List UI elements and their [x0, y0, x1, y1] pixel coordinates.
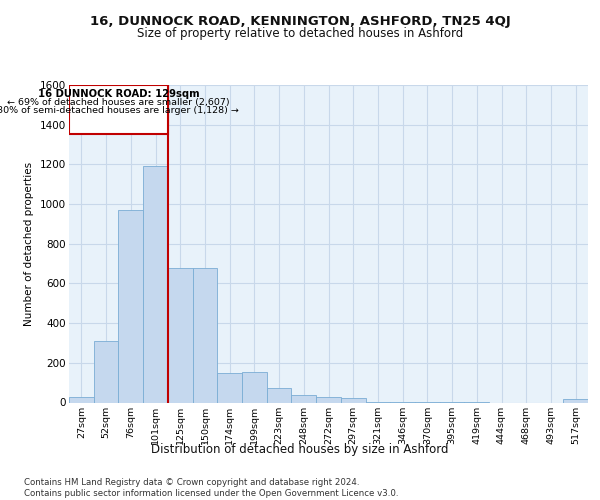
Bar [242, 372, 267, 402]
Bar [217, 372, 242, 402]
Bar [316, 396, 341, 402]
Bar [563, 398, 588, 402]
Text: Distribution of detached houses by size in Ashford: Distribution of detached houses by size … [151, 442, 449, 456]
Bar [118, 210, 143, 402]
Bar [267, 388, 292, 402]
Bar [94, 341, 118, 402]
Text: 16, DUNNOCK ROAD, KENNINGTON, ASHFORD, TN25 4QJ: 16, DUNNOCK ROAD, KENNINGTON, ASHFORD, T… [89, 15, 511, 28]
Text: 30% of semi-detached houses are larger (1,128) →: 30% of semi-detached houses are larger (… [0, 106, 239, 115]
Bar [168, 268, 193, 402]
Bar [193, 268, 217, 402]
Bar [143, 166, 168, 402]
Text: 16 DUNNOCK ROAD: 129sqm: 16 DUNNOCK ROAD: 129sqm [38, 88, 199, 99]
Bar [69, 396, 94, 402]
Text: Size of property relative to detached houses in Ashford: Size of property relative to detached ho… [137, 28, 463, 40]
Text: Contains HM Land Registry data © Crown copyright and database right 2024.
Contai: Contains HM Land Registry data © Crown c… [24, 478, 398, 498]
FancyBboxPatch shape [69, 85, 168, 134]
Y-axis label: Number of detached properties: Number of detached properties [25, 162, 34, 326]
Bar [341, 398, 365, 402]
Bar [292, 394, 316, 402]
Text: ← 69% of detached houses are smaller (2,607): ← 69% of detached houses are smaller (2,… [7, 98, 230, 108]
